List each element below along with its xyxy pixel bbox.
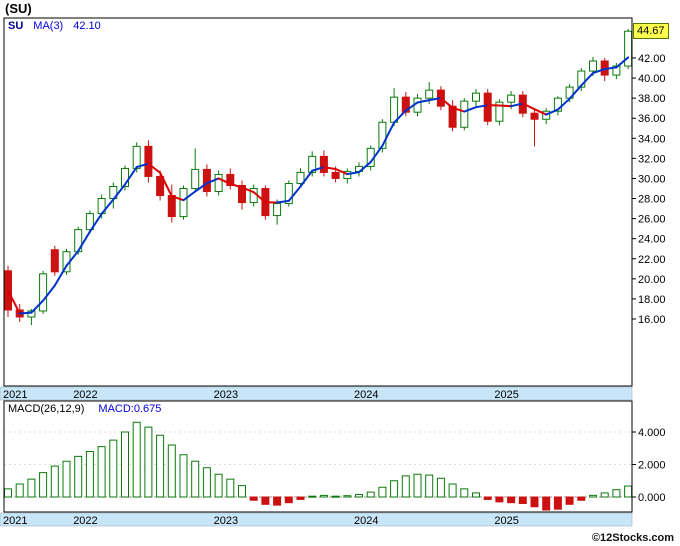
svg-text:2021: 2021 xyxy=(3,389,27,401)
svg-text:0.000: 0.000 xyxy=(638,492,666,504)
ma-line xyxy=(7,56,630,315)
candles xyxy=(4,28,633,326)
ma-label: MA(3) xyxy=(33,20,64,32)
svg-text:2023: 2023 xyxy=(214,515,238,527)
svg-text:30.00: 30.00 xyxy=(638,173,666,185)
year-labels: 2021 2021 2022 2022 2023 2023 2024 2024 2025 2025 xyxy=(3,389,519,527)
svg-text:2021: 2021 xyxy=(3,515,27,527)
svg-text:22.00: 22.00 xyxy=(638,254,666,266)
svg-text:26.00: 26.00 xyxy=(638,214,666,226)
svg-text:36.00: 36.00 xyxy=(638,113,666,125)
svg-text:28.00: 28.00 xyxy=(638,194,666,206)
last-price-tag: 44.67 xyxy=(633,23,669,39)
macd-bars xyxy=(4,421,633,511)
macd-params-label: MACD(26,12,9) xyxy=(8,403,85,415)
svg-text:34.00: 34.00 xyxy=(638,133,666,145)
svg-text:2022: 2022 xyxy=(73,515,97,527)
price-axis: 42.00 40.00 38.00 36.00 34.00 32.00 30.00 28.00… xyxy=(632,53,666,326)
date-bands xyxy=(0,386,633,527)
svg-text:2025: 2025 xyxy=(494,389,518,401)
svg-text:2.000: 2.000 xyxy=(638,460,666,472)
macd-value-label: MACD:0.675 xyxy=(98,403,162,415)
symbol-label: SU xyxy=(8,20,24,32)
svg-text:2023: 2023 xyxy=(214,389,238,401)
svg-text:2024: 2024 xyxy=(354,515,378,527)
ma-value: 42.10 xyxy=(73,20,101,32)
svg-text:2024: 2024 xyxy=(354,389,378,401)
svg-text:18.00: 18.00 xyxy=(638,294,666,306)
svg-text:40.00: 40.00 xyxy=(638,73,666,85)
plot-borders xyxy=(3,17,633,513)
macd-legend: MACD(26,12,9) MACD:0.675 xyxy=(8,403,161,415)
main-chart-legend: SU MA(3) 42.10 xyxy=(8,20,101,32)
svg-text:24.00: 24.00 xyxy=(638,234,666,246)
copyright-link[interactable]: ©12Stocks.com xyxy=(591,532,674,544)
macd-axis: 4.000 2.000 0.000 xyxy=(632,427,666,504)
svg-text:2022: 2022 xyxy=(73,389,97,401)
svg-text:32.00: 32.00 xyxy=(638,153,666,165)
svg-text:38.00: 38.00 xyxy=(638,93,666,105)
svg-text:2025: 2025 xyxy=(494,515,518,527)
svg-text:16.00: 16.00 xyxy=(638,314,666,326)
svg-text:42.00: 42.00 xyxy=(638,53,666,65)
page-title: (SU) xyxy=(5,1,32,16)
svg-text:20.00: 20.00 xyxy=(638,274,666,286)
svg-text:4.000: 4.000 xyxy=(638,427,666,439)
